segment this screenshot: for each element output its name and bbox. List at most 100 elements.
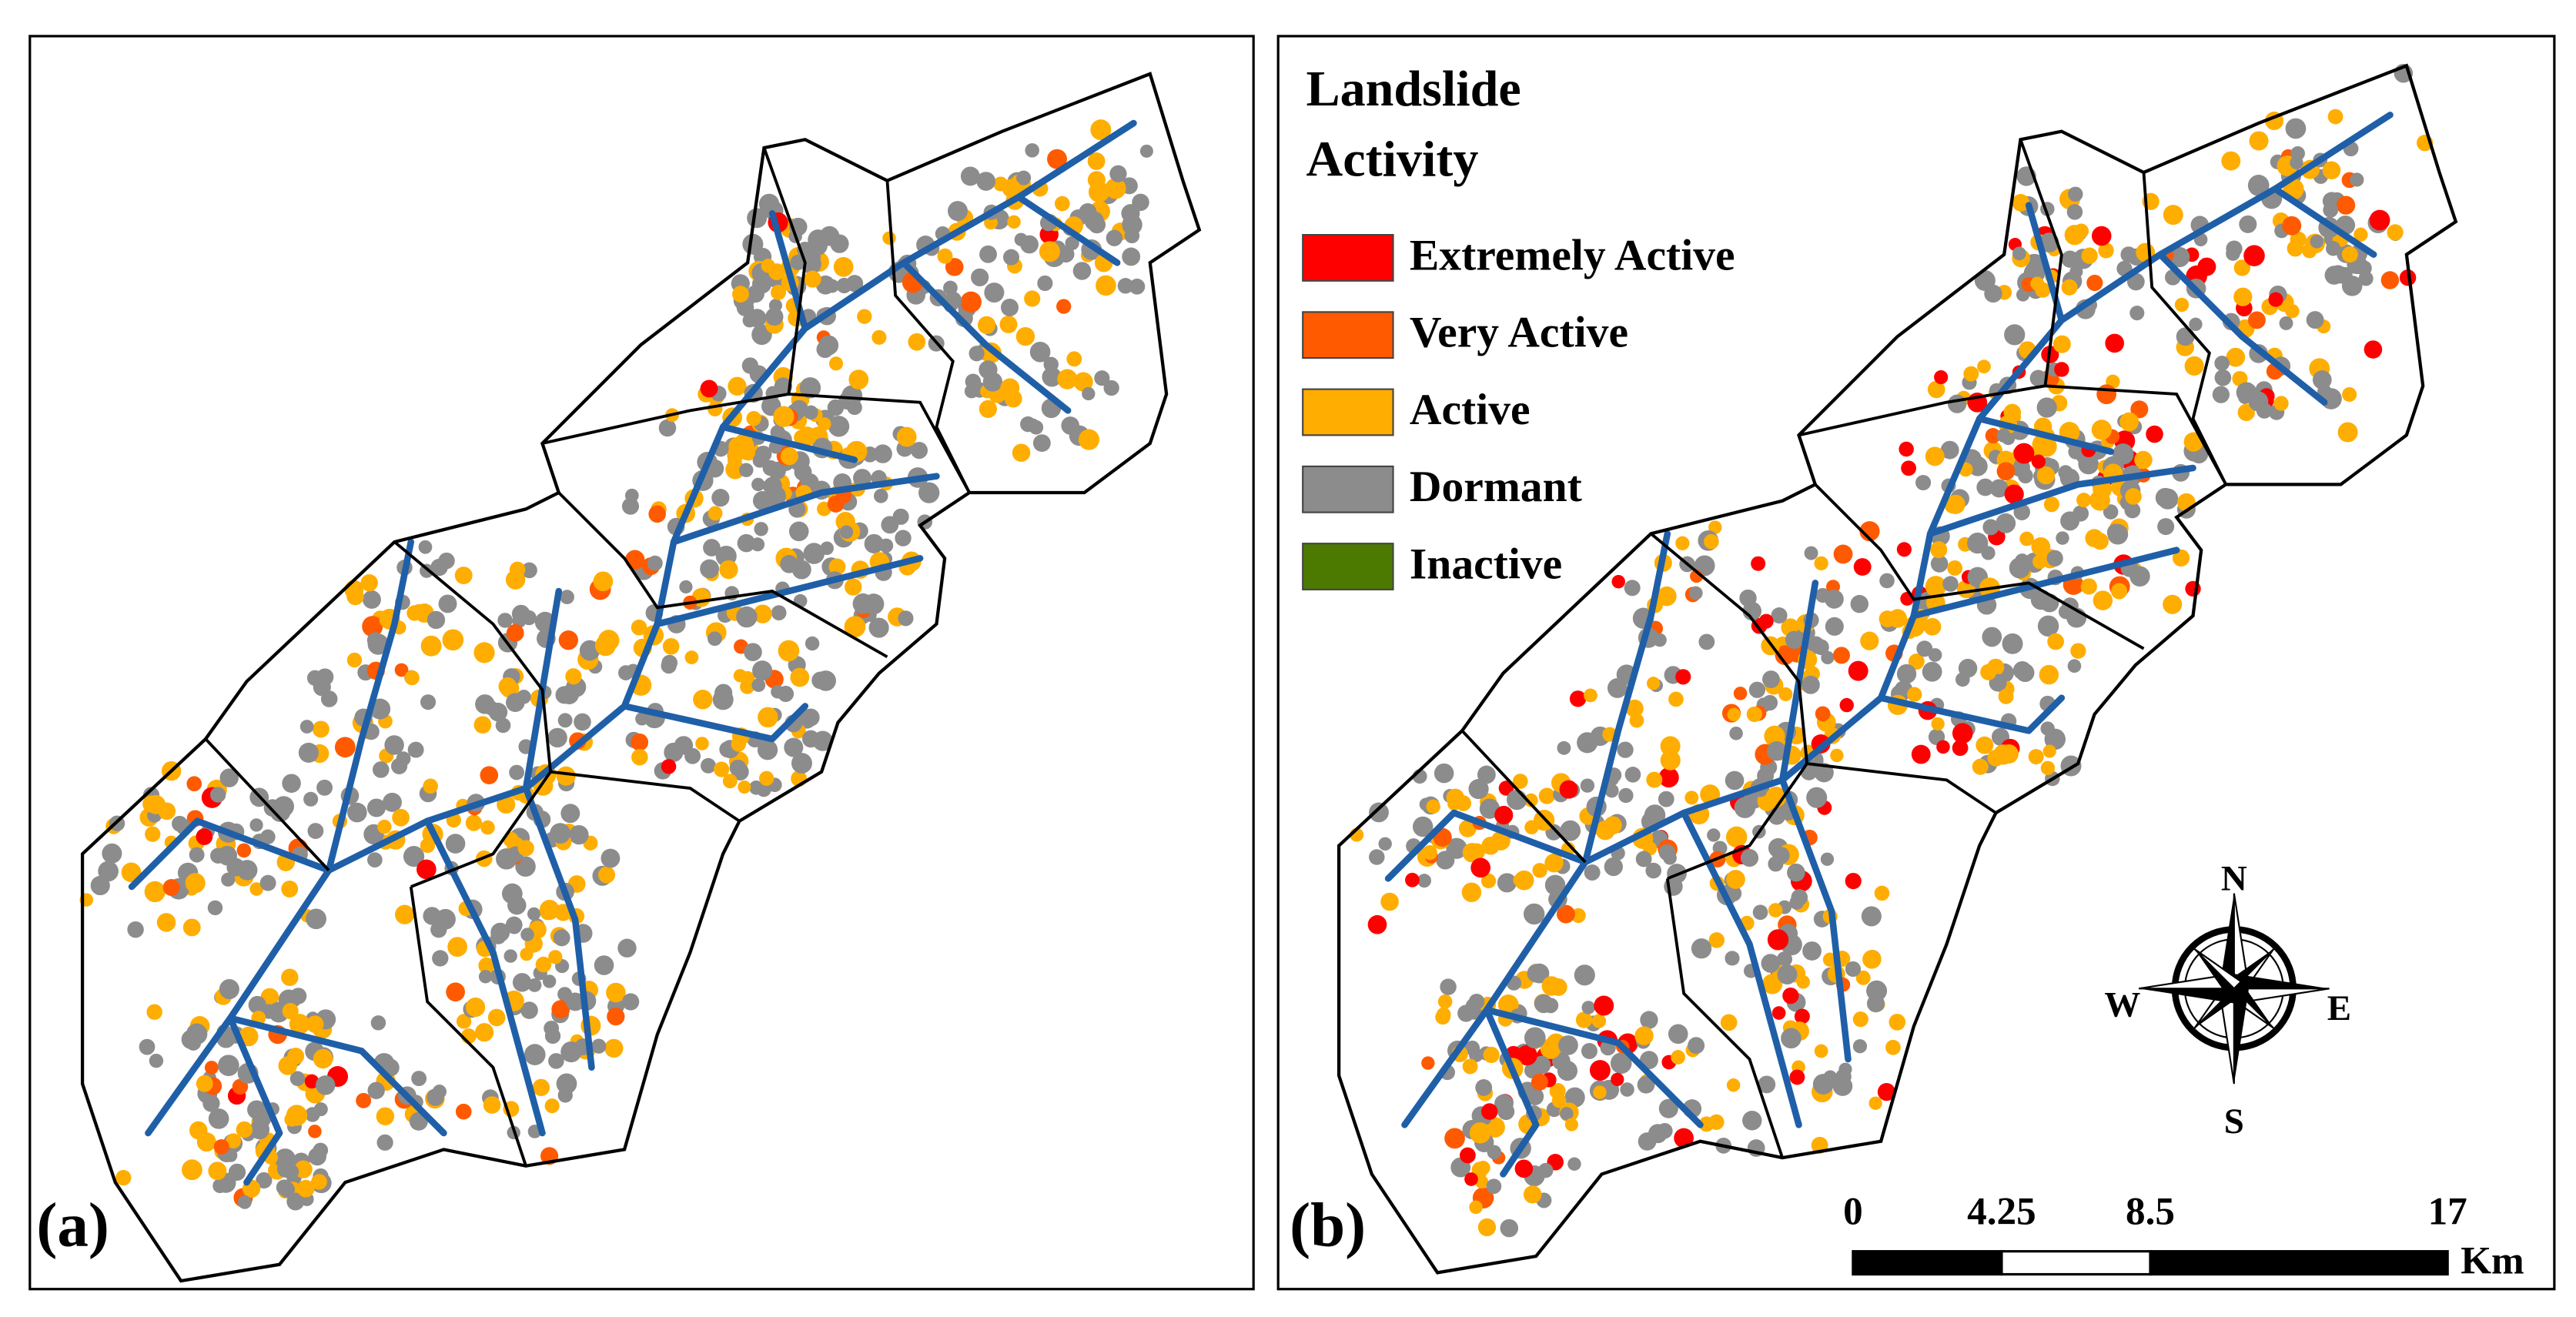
landslide	[1517, 1045, 1537, 1066]
subbasin-boundary	[762, 147, 807, 395]
landslide	[2067, 659, 2082, 674]
landslide	[1936, 740, 1950, 754]
landslide	[1785, 630, 1804, 649]
landslide	[196, 828, 213, 845]
landslide	[1801, 675, 1820, 694]
landslide	[2279, 316, 2293, 330]
river	[1483, 1006, 1540, 1178]
landslide	[1594, 995, 1614, 1016]
landslide	[2012, 193, 2030, 212]
landslide	[306, 1015, 324, 1033]
landslide	[1982, 519, 1999, 536]
landslide	[882, 231, 896, 245]
landslide	[1768, 856, 1784, 872]
landslide	[2214, 356, 2230, 371]
landslide	[186, 1023, 208, 1045]
landslide	[1084, 211, 1105, 231]
landslide	[2073, 505, 2089, 522]
landslide	[971, 268, 989, 286]
landslide	[2364, 340, 2383, 359]
landslide	[1825, 590, 1844, 609]
landslide	[560, 804, 580, 824]
landslide	[2040, 760, 2056, 775]
landslide	[2054, 362, 2069, 377]
landslide	[1405, 872, 1420, 887]
landslide	[209, 787, 226, 803]
landslide	[969, 346, 985, 362]
landslide	[2124, 502, 2141, 519]
landslide	[2042, 744, 2056, 758]
landslide	[979, 360, 998, 379]
landslide	[1657, 1122, 1673, 1139]
landslide	[631, 748, 648, 766]
compass-point	[2194, 949, 2234, 996]
landslide	[2290, 231, 2307, 248]
scale-segment	[1852, 1250, 2003, 1276]
landslide	[778, 640, 800, 662]
landslide	[281, 881, 299, 897]
landslide	[1927, 380, 1945, 399]
landslide	[1958, 658, 1978, 678]
landslide	[999, 315, 1018, 333]
landslide	[1461, 882, 1482, 902]
landslide	[805, 636, 820, 651]
landslide	[1480, 873, 1497, 889]
landslide	[732, 286, 749, 303]
landslide	[979, 245, 997, 263]
landslide	[736, 299, 754, 317]
landslide	[2387, 224, 2404, 241]
landslide	[362, 616, 383, 637]
landslide	[2268, 292, 2283, 307]
landslide	[218, 1055, 239, 1077]
river	[1778, 777, 1852, 1063]
landslide	[1476, 1161, 1490, 1175]
landslide	[1855, 970, 1871, 985]
landslide	[517, 840, 534, 857]
landslide	[1708, 932, 1725, 948]
landslide	[2105, 333, 2125, 353]
landslide	[1129, 278, 1146, 295]
landslide	[560, 590, 574, 605]
landslide	[1584, 864, 1601, 881]
landslide	[708, 631, 722, 647]
landslide	[1426, 799, 1440, 814]
landslide	[497, 613, 513, 628]
landslide	[289, 1014, 310, 1035]
landslide	[1668, 1024, 1688, 1045]
landslide	[1094, 370, 1110, 386]
landslide	[1117, 278, 1134, 294]
landslide	[102, 843, 122, 864]
landslide	[483, 1096, 501, 1114]
landslide	[544, 1098, 560, 1114]
landslide	[1462, 843, 1482, 863]
landslide	[1109, 165, 1127, 182]
landslide	[1740, 848, 1759, 867]
landslide	[828, 558, 846, 576]
landslide	[695, 737, 709, 750]
landslide	[1778, 687, 1793, 701]
landslide	[1767, 741, 1787, 761]
landslide	[1708, 520, 1722, 534]
landslide	[2119, 412, 2139, 432]
landslide	[1908, 653, 1925, 670]
landslide	[1820, 852, 1835, 866]
landslide	[2044, 728, 2066, 750]
landslide	[196, 1132, 216, 1152]
landslide	[115, 1169, 132, 1186]
landslide	[1122, 247, 1141, 266]
landslide	[979, 399, 997, 418]
landslide	[1794, 1008, 1810, 1025]
landslide	[535, 956, 552, 973]
landslide	[1475, 1079, 1493, 1096]
landslide	[1000, 299, 1019, 317]
landslide	[1591, 1014, 1607, 1028]
landslide	[2174, 297, 2190, 313]
landslide	[377, 819, 392, 834]
landslide	[2341, 246, 2358, 263]
landslide	[1825, 617, 1844, 636]
landslide	[1885, 1039, 1901, 1055]
landslide	[2036, 466, 2056, 485]
landslide	[456, 1014, 472, 1029]
landslide	[1982, 627, 2002, 647]
landslide	[366, 798, 386, 817]
